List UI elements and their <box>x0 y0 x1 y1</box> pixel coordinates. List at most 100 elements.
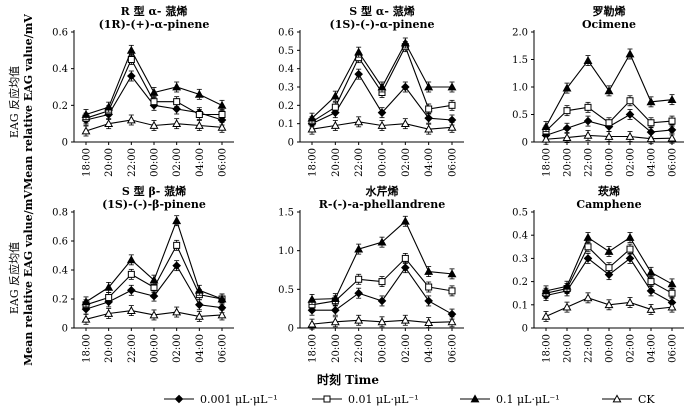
x-tick-label: 00:00 <box>378 148 389 177</box>
data-point <box>646 286 656 296</box>
data-point <box>425 283 433 291</box>
panel-title-cn: S 型 α- 蒎烯 <box>349 4 414 18</box>
data-point <box>354 69 363 79</box>
x-tick-label: 00:00 <box>150 334 161 363</box>
x-tick-label: 22:00 <box>584 148 595 177</box>
y-tick-label: 0.4 <box>512 231 528 242</box>
data-point <box>104 282 114 291</box>
data-point <box>330 317 340 326</box>
legend-label: 0.001 μL·μL⁻¹ <box>200 393 278 406</box>
data-point <box>424 317 434 326</box>
x-tick-label: 04:00 <box>424 334 435 363</box>
data-point <box>127 285 136 295</box>
data-point <box>149 275 159 284</box>
data-point <box>604 270 614 279</box>
data-point <box>81 109 91 118</box>
x-tick-label: 20:00 <box>331 148 342 177</box>
data-point <box>447 317 457 326</box>
data-point <box>354 47 364 56</box>
y-axis-label-en-top: Mean relative EAG value/mV <box>22 14 35 190</box>
panel-title-en: (1S)-(-)-α-pinene <box>329 18 434 31</box>
series-3 <box>81 44 227 120</box>
data-point <box>307 319 317 328</box>
data-point <box>646 97 656 106</box>
x-tick-label: 22:00 <box>127 148 138 177</box>
data-point <box>584 243 592 251</box>
legend-item-2: 0.01 μL·μL⁻¹ <box>312 393 419 406</box>
y-tick-label: 0.2 <box>52 101 68 112</box>
data-point <box>126 255 136 264</box>
x-tick-label: 02:00 <box>401 148 412 177</box>
data-point <box>647 119 655 127</box>
x-tick-label: 06:00 <box>448 148 459 177</box>
y-tick-label: 0.5 <box>278 285 294 296</box>
chart-panel-1: R 型 α- 蒎烯(1R)-(+)-α-pinene 0 0.2 0.4 0.6 18:0… <box>52 4 234 177</box>
y-tick-label: 0.8 <box>52 208 68 219</box>
series-4 <box>307 116 457 135</box>
x-tick-label: 02:00 <box>172 334 183 363</box>
legend-marker <box>323 395 331 403</box>
x-tick-label: 04:00 <box>195 334 206 363</box>
x-tick-label: 18:00 <box>82 148 93 177</box>
data-point <box>354 244 364 253</box>
x-tick-label: 04:00 <box>195 148 206 177</box>
x-tick-label: 20:00 <box>331 334 342 363</box>
x-tick-label: 18:00 <box>308 334 319 363</box>
data-point <box>646 304 656 313</box>
series-3 <box>307 37 457 124</box>
data-point <box>583 130 593 139</box>
data-point <box>81 126 91 135</box>
data-point <box>583 232 593 241</box>
data-point <box>194 285 204 294</box>
data-point <box>646 134 656 143</box>
data-point <box>377 108 387 117</box>
panel-title-en: (1R)-(+)-α-pinene <box>99 18 210 31</box>
data-point <box>307 305 317 315</box>
data-point <box>400 38 410 47</box>
data-point <box>625 49 635 58</box>
series-4 <box>81 305 227 325</box>
data-point <box>604 86 614 95</box>
x-tick-label: 00:00 <box>605 148 616 177</box>
data-point <box>447 122 457 131</box>
data-point <box>217 100 227 109</box>
data-point <box>172 82 182 91</box>
data-point <box>626 97 634 105</box>
data-point <box>377 237 387 246</box>
data-point <box>104 308 114 317</box>
data-point <box>331 305 340 315</box>
x-tick-label: 18:00 <box>542 334 553 363</box>
data-point <box>448 287 456 295</box>
data-point <box>149 310 159 319</box>
y-tick-label: 2.0 <box>512 28 528 39</box>
data-point <box>625 254 635 263</box>
data-point <box>104 119 114 128</box>
data-point <box>172 119 182 128</box>
data-point <box>447 269 457 278</box>
x-tick-label: 20:00 <box>563 148 574 177</box>
data-point <box>647 278 655 286</box>
series-1 <box>307 68 457 130</box>
legend: 0.001 μL·μL⁻¹ 0.01 μL·μL⁻¹ 0.1 μL·μL⁻¹ CK <box>164 393 655 406</box>
data-point <box>217 310 227 319</box>
data-point <box>604 300 614 309</box>
data-point <box>354 288 363 298</box>
x-tick-label: 22:00 <box>354 334 365 363</box>
series-1 <box>541 252 677 308</box>
data-point <box>377 296 387 306</box>
y-tick-label: 0 <box>522 138 528 149</box>
data-point <box>583 116 593 126</box>
data-point <box>625 131 635 140</box>
x-tick-label: 04:00 <box>647 334 658 363</box>
x-tick-label: 00:00 <box>378 334 389 363</box>
data-point <box>667 133 677 142</box>
panel-title-en: R-(-)-a-phellandrene <box>319 198 446 211</box>
data-point <box>667 302 677 311</box>
series-1 <box>307 262 457 320</box>
data-point <box>401 263 410 272</box>
data-point <box>668 289 676 297</box>
y-tick-label: 0.2 <box>52 295 68 306</box>
x-tick-label: 18:00 <box>542 148 553 177</box>
series-4 <box>541 292 677 322</box>
